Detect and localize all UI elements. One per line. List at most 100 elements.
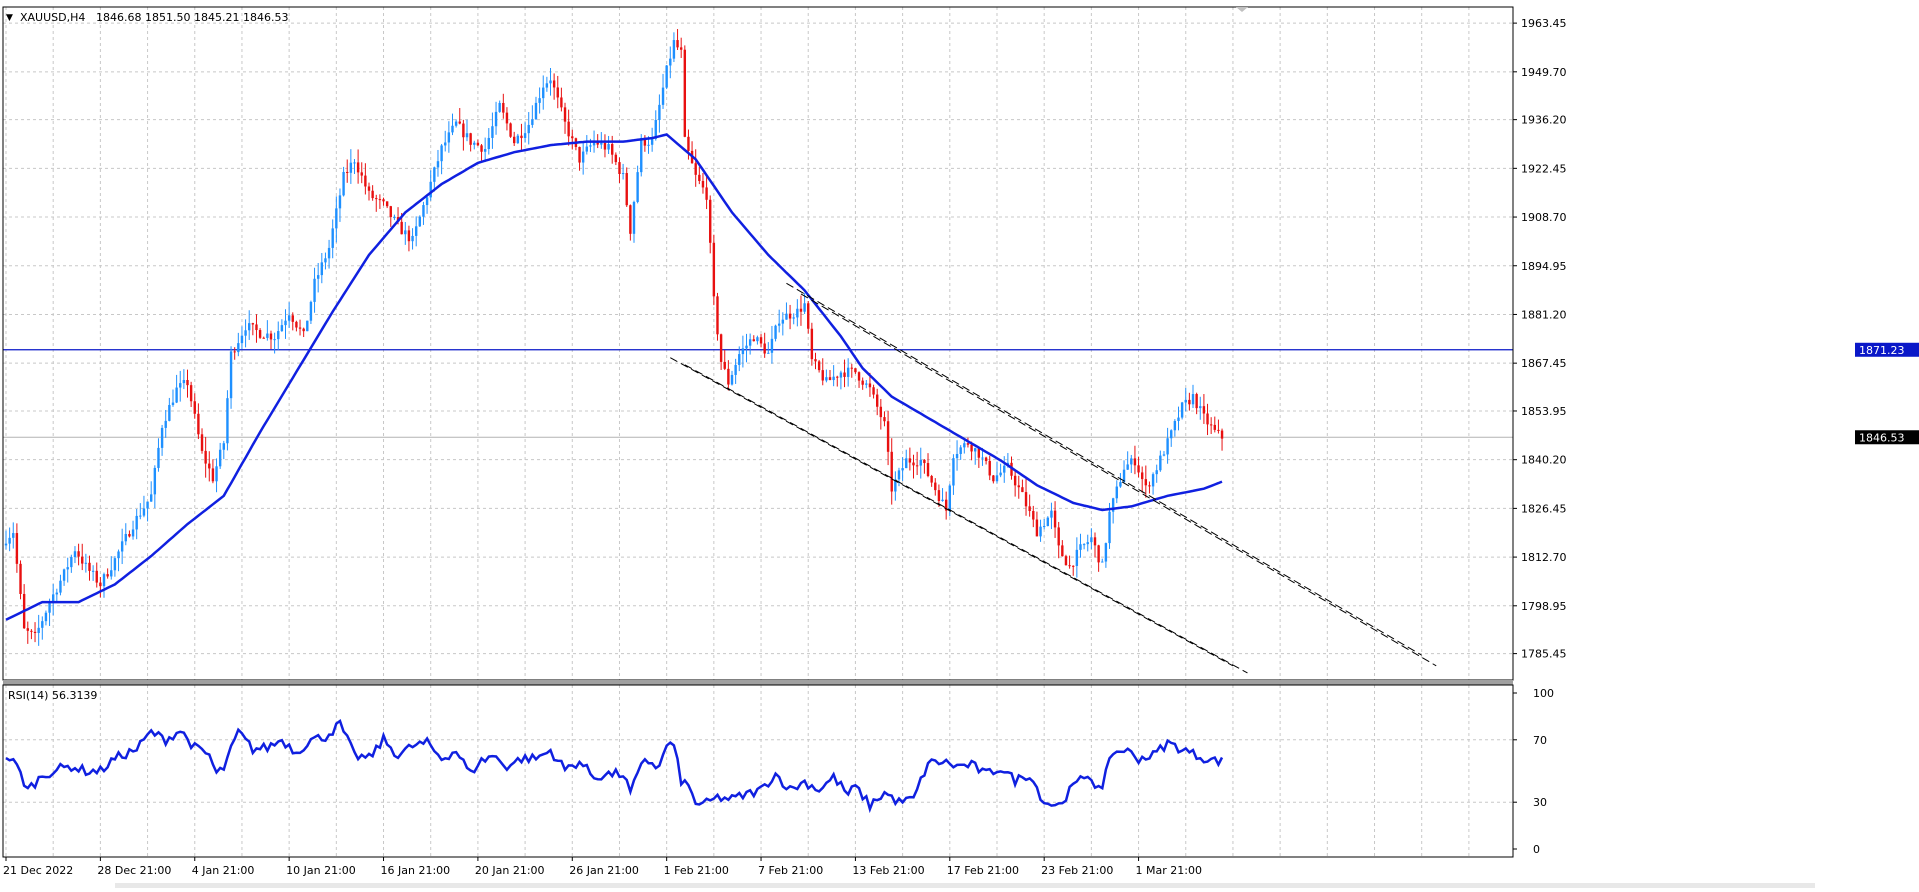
- price-tick-label: 1881.20: [1521, 308, 1567, 321]
- rsi-grid: [3, 685, 1513, 857]
- rsi-tick-label: 100: [1533, 687, 1554, 700]
- channel-line[interactable]: [800, 293, 1437, 667]
- price-tick-label: 1867.45: [1521, 357, 1567, 370]
- candle: [1126, 451, 1129, 470]
- candle: [262, 336, 265, 339]
- trend-channels[interactable]: [670, 282, 1437, 674]
- channel-line[interactable]: [786, 282, 1422, 656]
- candle: [538, 87, 541, 114]
- candle: [1188, 392, 1191, 411]
- candle: [51, 584, 55, 616]
- channel-line[interactable]: [684, 364, 1248, 674]
- candle: [331, 219, 334, 259]
- time-tick-label: 26 Jan 21:00: [569, 864, 639, 877]
- candle: [977, 446, 981, 468]
- candle: [70, 554, 73, 573]
- candle: [316, 262, 320, 293]
- candle: [164, 409, 167, 438]
- candle: [59, 574, 62, 596]
- candle: [15, 523, 19, 573]
- candle: [1042, 518, 1046, 530]
- candle: [284, 309, 287, 339]
- horizontal-line-badge: 1871.23: [1855, 342, 1919, 357]
- candle: [843, 359, 846, 388]
- candle: [498, 100, 501, 113]
- candle: [255, 314, 258, 343]
- candle: [556, 75, 559, 109]
- candle: [963, 439, 966, 454]
- candle: [33, 622, 37, 643]
- candle: [418, 215, 422, 227]
- candle: [585, 135, 588, 155]
- time-axis: 21 Dec 2022 28 Dec 21:00 4 Jan 21:00 10 Jan…: [3, 857, 1202, 877]
- panel-separator[interactable]: [3, 680, 1513, 685]
- candle: [832, 365, 835, 387]
- candle: [748, 333, 752, 355]
- candle: [367, 182, 371, 201]
- price-tick-label: 1853.95: [1521, 405, 1567, 418]
- candle: [694, 149, 697, 187]
- candle: [1184, 387, 1187, 412]
- candle: [186, 369, 189, 398]
- candle: [346, 159, 349, 183]
- candle: [197, 403, 200, 440]
- candle: [796, 299, 799, 327]
- candle: [894, 471, 897, 501]
- candle: [1119, 473, 1122, 488]
- candle: [578, 146, 581, 171]
- candle: [683, 45, 687, 138]
- candle: [364, 163, 367, 195]
- candle: [480, 144, 483, 161]
- candle: [1068, 555, 1071, 569]
- candle: [763, 332, 766, 358]
- candle: [719, 333, 723, 370]
- candle: [1079, 533, 1082, 558]
- candle: [360, 162, 363, 184]
- candle: [520, 123, 523, 151]
- candle: [1133, 445, 1137, 475]
- candle: [171, 389, 175, 407]
- candle: [320, 252, 324, 284]
- candle: [1111, 497, 1115, 524]
- candle: [603, 134, 607, 158]
- channel-line[interactable]: [670, 357, 1234, 667]
- candle: [1032, 505, 1035, 528]
- candle: [661, 73, 665, 109]
- candle: [552, 73, 556, 100]
- candle: [952, 454, 955, 495]
- candle: [650, 127, 654, 152]
- candle: [229, 346, 233, 409]
- candle: [429, 170, 432, 201]
- candle: [356, 149, 360, 184]
- candle: [153, 465, 157, 509]
- candle: [658, 94, 661, 133]
- horizontal-scrollbar[interactable]: [115, 883, 1815, 888]
- candle: [879, 398, 883, 430]
- candle: [458, 108, 461, 125]
- candle: [338, 188, 342, 222]
- candle: [1170, 429, 1173, 447]
- candle: [251, 322, 255, 336]
- candle: [807, 301, 810, 334]
- candle: [734, 358, 737, 384]
- price-tick-label: 1785.45: [1521, 648, 1567, 661]
- candle: [454, 119, 458, 128]
- candle: [215, 458, 218, 493]
- candle: [1199, 396, 1202, 420]
- candle: [897, 467, 901, 487]
- candle: [189, 381, 193, 407]
- rsi-axis: 100 70 30 0: [1513, 687, 1554, 856]
- candle: [88, 555, 91, 581]
- price-tick-label: 1963.45: [1521, 17, 1567, 30]
- candle: [131, 520, 135, 540]
- candle: [1217, 419, 1220, 434]
- price-tick-label: 1922.45: [1521, 162, 1567, 175]
- candle: [545, 76, 549, 92]
- price-tick-label: 1936.20: [1521, 114, 1567, 127]
- candle: [850, 363, 853, 378]
- chart-menu-icon[interactable]: ▼: [6, 13, 13, 23]
- chart-shift-marker[interactable]: [1236, 7, 1248, 12]
- candle: [291, 312, 294, 331]
- candle: [375, 194, 378, 212]
- candle: [1104, 542, 1108, 568]
